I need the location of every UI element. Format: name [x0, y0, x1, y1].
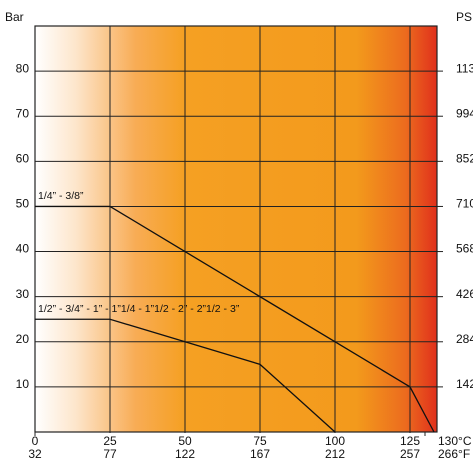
y-tick-label: 10	[16, 377, 30, 391]
x-tick-label: 0	[32, 434, 39, 448]
x-tick-label: 25	[103, 434, 117, 448]
y2-tick-label: 710	[456, 197, 473, 211]
y2-axis-label: PSI	[456, 10, 473, 24]
y2-tick-label: 142	[456, 377, 473, 391]
x2-tick-label: 32	[28, 447, 42, 461]
x2-tick-label: 266°F	[438, 447, 470, 461]
x-tick-label: 125	[400, 434, 420, 448]
x2-tick-label: 167	[250, 447, 270, 461]
series-line	[35, 318, 336, 433]
y2-tick-label: 994	[456, 106, 473, 120]
x-tick-label: 100	[325, 434, 345, 448]
y2-tick-label: 852	[456, 152, 473, 166]
x2-tick-label: 122	[175, 447, 195, 461]
x-tick-label: 130°C	[438, 434, 472, 448]
x2-tick-label: 77	[103, 447, 117, 461]
y2-tick-label: 426	[456, 287, 473, 301]
y2-tick-label: 568	[456, 242, 473, 256]
y2-tick-label: 284	[456, 332, 473, 346]
y-tick-label: 60	[16, 152, 30, 166]
y2-tick-label: 1136	[456, 61, 473, 75]
series-line	[35, 205, 435, 433]
x-tick-label: 75	[253, 434, 267, 448]
plot-background	[35, 26, 437, 432]
y-axis-label: Bar	[5, 10, 24, 24]
y-tick-label: 50	[16, 197, 30, 211]
x2-tick-label: 257	[400, 447, 420, 461]
y-tick-label: 20	[16, 332, 30, 346]
y-tick-label: 40	[16, 242, 30, 256]
x2-tick-label: 212	[325, 447, 345, 461]
series-label: 1/2” - 3/4” - 1” - 1”1/4 - 1”1/2 - 2” - …	[38, 303, 240, 315]
y-tick-label: 70	[16, 106, 30, 120]
x-tick-label: 50	[178, 434, 192, 448]
y-tick-label: 30	[16, 287, 30, 301]
plot-frame	[34, 25, 438, 433]
series-label: 1/4” - 3/8”	[38, 190, 84, 202]
y-tick-label: 80	[16, 61, 30, 75]
